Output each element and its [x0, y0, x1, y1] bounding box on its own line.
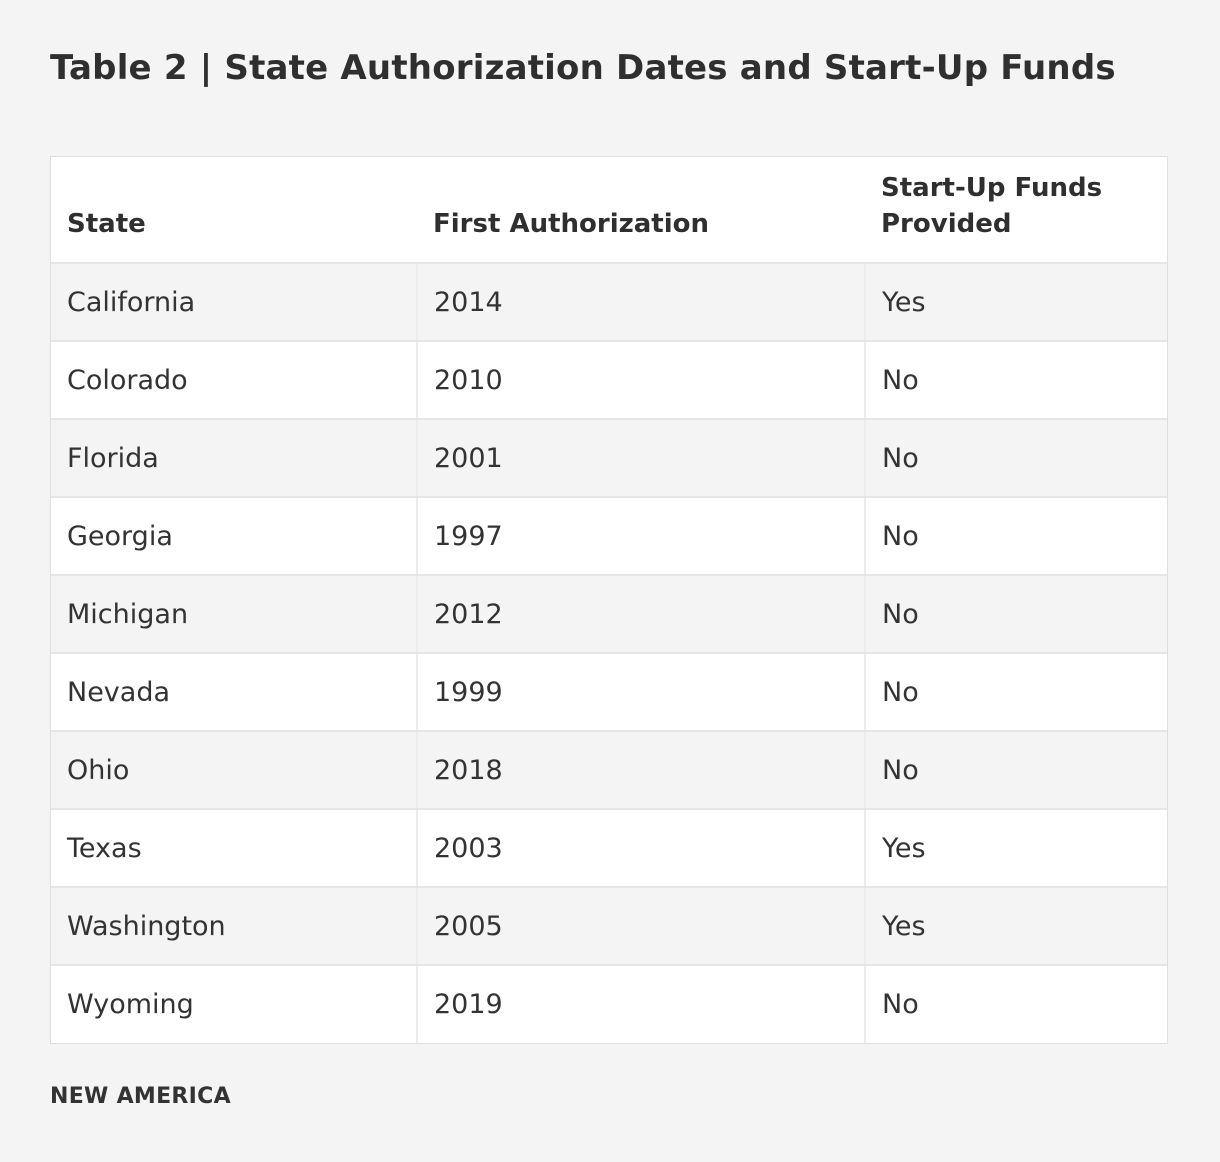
- cell-state: Michigan: [51, 575, 417, 654]
- table-row: Colorado 2010 No: [51, 341, 1167, 420]
- table-title: Table 2 | State Authorization Dates and …: [50, 48, 1116, 88]
- cell-start-up-funds: Yes: [864, 887, 1167, 966]
- table-row: Washington 2005 Yes: [51, 887, 1167, 966]
- table-row: Ohio 2018 No: [51, 731, 1167, 810]
- cell-start-up-funds: No: [864, 575, 1167, 654]
- cell-state: Colorado: [51, 341, 417, 420]
- cell-state: Wyoming: [51, 965, 417, 1043]
- cell-first-authorization: 2018: [416, 731, 865, 810]
- table-row: California 2014 Yes: [51, 263, 1167, 342]
- cell-first-authorization: 2001: [416, 419, 865, 498]
- cell-first-authorization: 2003: [416, 809, 865, 888]
- cell-start-up-funds: No: [864, 731, 1167, 810]
- cell-first-authorization: 2010: [416, 341, 865, 420]
- cell-state: California: [51, 263, 417, 342]
- cell-state: Texas: [51, 809, 417, 888]
- table-body: California 2014 Yes Colorado 2010 No Flo…: [51, 263, 1167, 1043]
- table-row: Florida 2001 No: [51, 419, 1167, 498]
- cell-start-up-funds: Yes: [864, 263, 1167, 342]
- cell-state: Florida: [51, 419, 417, 498]
- cell-first-authorization: 2014: [416, 263, 865, 342]
- cell-state: Georgia: [51, 497, 417, 576]
- data-table-container: State First Authorization Start-Up Funds…: [50, 156, 1168, 1044]
- table-row: Michigan 2012 No: [51, 575, 1167, 654]
- cell-start-up-funds: No: [864, 965, 1167, 1043]
- table-row: Wyoming 2019 No: [51, 965, 1167, 1043]
- table-row: Georgia 1997 No: [51, 497, 1167, 576]
- table-row: Texas 2003 Yes: [51, 809, 1167, 888]
- header-row: State First Authorization Start-Up Funds…: [51, 157, 1167, 264]
- cell-start-up-funds: Yes: [864, 809, 1167, 888]
- cell-state: Ohio: [51, 731, 417, 810]
- column-header-first-authorization: First Authorization: [417, 157, 865, 264]
- cell-state: Washington: [51, 887, 417, 966]
- cell-first-authorization: 2012: [416, 575, 865, 654]
- data-table: State First Authorization Start-Up Funds…: [51, 157, 1167, 1043]
- cell-start-up-funds: No: [864, 341, 1167, 420]
- cell-start-up-funds: No: [864, 653, 1167, 732]
- cell-state: Nevada: [51, 653, 417, 732]
- cell-first-authorization: 1999: [416, 653, 865, 732]
- table-row: Nevada 1999 No: [51, 653, 1167, 732]
- column-header-state: State: [51, 157, 417, 264]
- cell-start-up-funds: No: [864, 419, 1167, 498]
- cell-first-authorization: 2019: [416, 965, 865, 1043]
- column-header-start-up-funds: Start-Up Funds Provided: [865, 157, 1167, 264]
- source-credit: NEW AMERICA: [50, 1084, 231, 1109]
- table-header: State First Authorization Start-Up Funds…: [51, 157, 1167, 264]
- cell-first-authorization: 1997: [416, 497, 865, 576]
- cell-start-up-funds: No: [864, 497, 1167, 576]
- cell-first-authorization: 2005: [416, 887, 865, 966]
